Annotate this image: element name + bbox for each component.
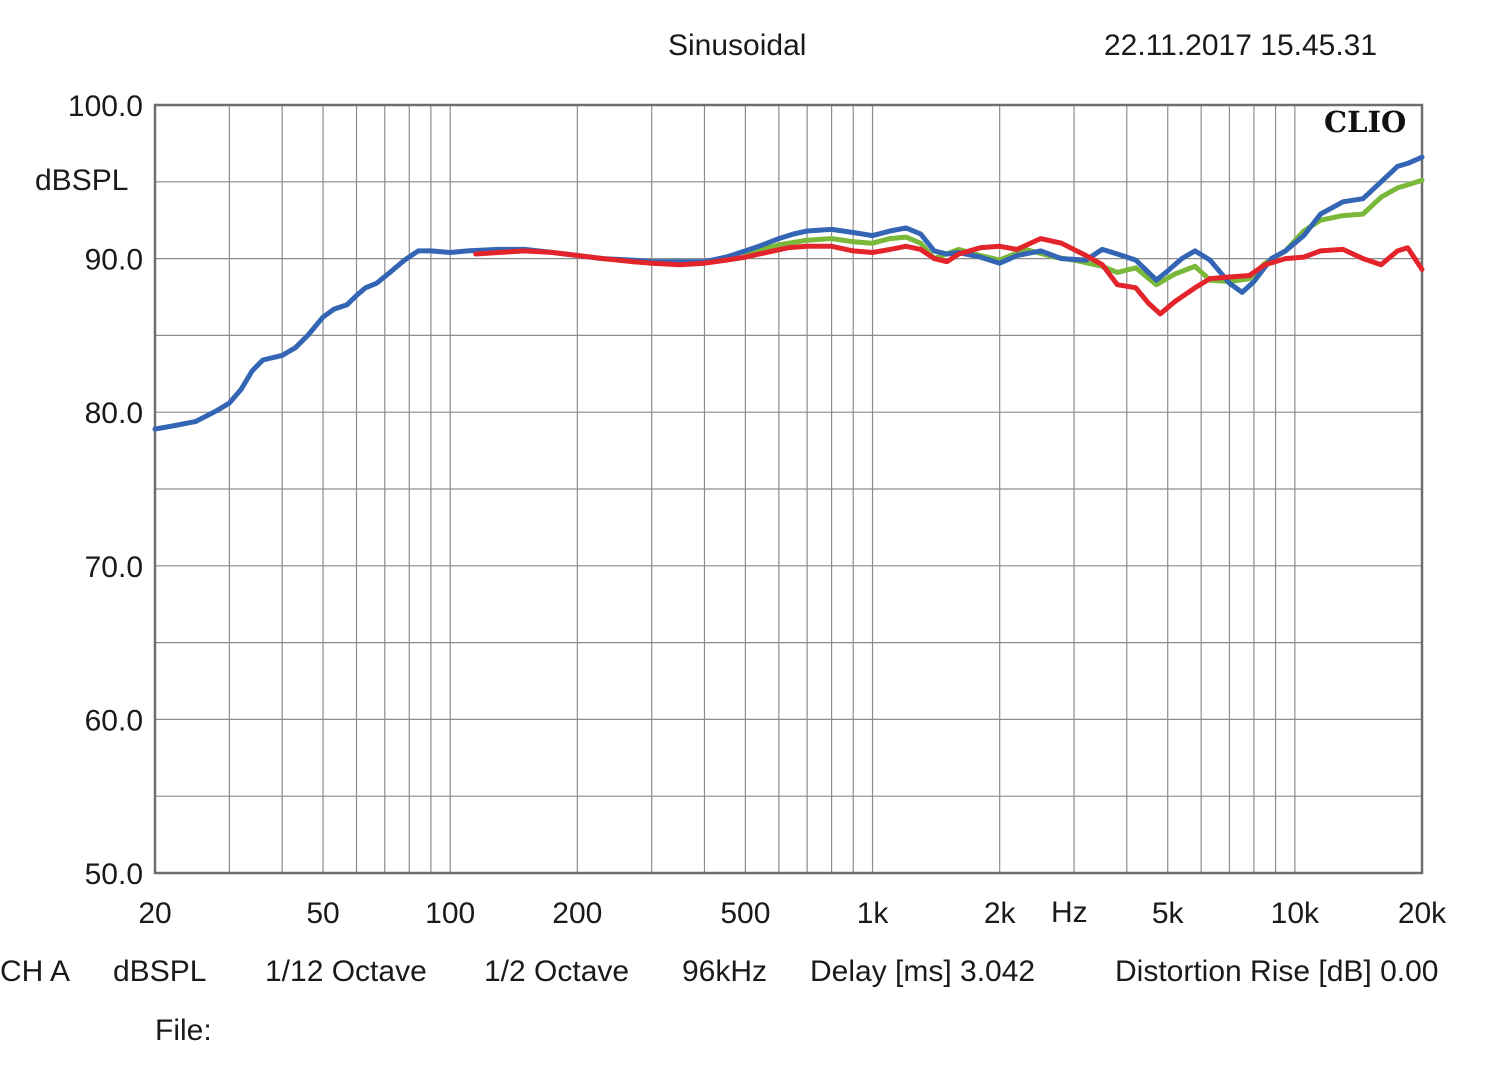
y-tick-label: 60.0 bbox=[85, 704, 143, 737]
footer-delay: Delay [ms] 3.042 bbox=[810, 955, 1036, 988]
plot-grid bbox=[155, 105, 1422, 873]
series-layer bbox=[152, 154, 1425, 432]
measurement-mode: Sinusoidal bbox=[668, 29, 807, 62]
x-tick-label: 500 bbox=[720, 897, 770, 930]
x-tick-label: 1k bbox=[857, 897, 890, 930]
x-tick-label: 2k bbox=[984, 897, 1017, 930]
plot-frame bbox=[153, 103, 1424, 875]
measurement-datetime: 22.11.2017 15.45.31 bbox=[1104, 29, 1378, 62]
x-tick-label: 10k bbox=[1271, 897, 1320, 930]
tick-labels: 100.0 90.0 80.0 70.0 60.0 50.0 20 50 100 200 500 1k… bbox=[68, 90, 1447, 930]
x-tick-label: 200 bbox=[552, 897, 602, 930]
clio-logo: CLIO bbox=[1324, 105, 1407, 139]
y-tick-label: 90.0 bbox=[85, 244, 143, 277]
y-axis-label: dBSPL bbox=[35, 164, 129, 197]
y-tick-label: 100.0 bbox=[68, 90, 143, 123]
footer-smoothing: 1/2 Octave bbox=[484, 955, 630, 988]
x-tick-label: 5k bbox=[1152, 897, 1185, 930]
y-tick-label: 70.0 bbox=[85, 551, 143, 584]
footer-channel: CH A bbox=[0, 955, 71, 988]
x-tick-label: 50 bbox=[306, 897, 339, 930]
footer-file-label: File: bbox=[155, 1014, 212, 1047]
footer-sample-rate: 96kHz bbox=[682, 955, 768, 988]
y-tick-label: 80.0 bbox=[85, 397, 143, 430]
series-line bbox=[152, 154, 1425, 432]
x-tick-label: 100 bbox=[425, 897, 475, 930]
footer-distortion: Distortion Rise [dB] 0.00 bbox=[1115, 955, 1439, 988]
y-tick-label: 50.0 bbox=[85, 858, 143, 891]
footer-resolution: 1/12 Octave bbox=[265, 955, 427, 988]
x-tick-label: 20 bbox=[138, 897, 171, 930]
series-line bbox=[742, 177, 1425, 288]
x-tick-label: 20k bbox=[1398, 897, 1447, 930]
footer-unit: dBSPL bbox=[113, 955, 207, 988]
series-line bbox=[473, 236, 1425, 317]
x-axis-label: Hz bbox=[1051, 896, 1088, 929]
